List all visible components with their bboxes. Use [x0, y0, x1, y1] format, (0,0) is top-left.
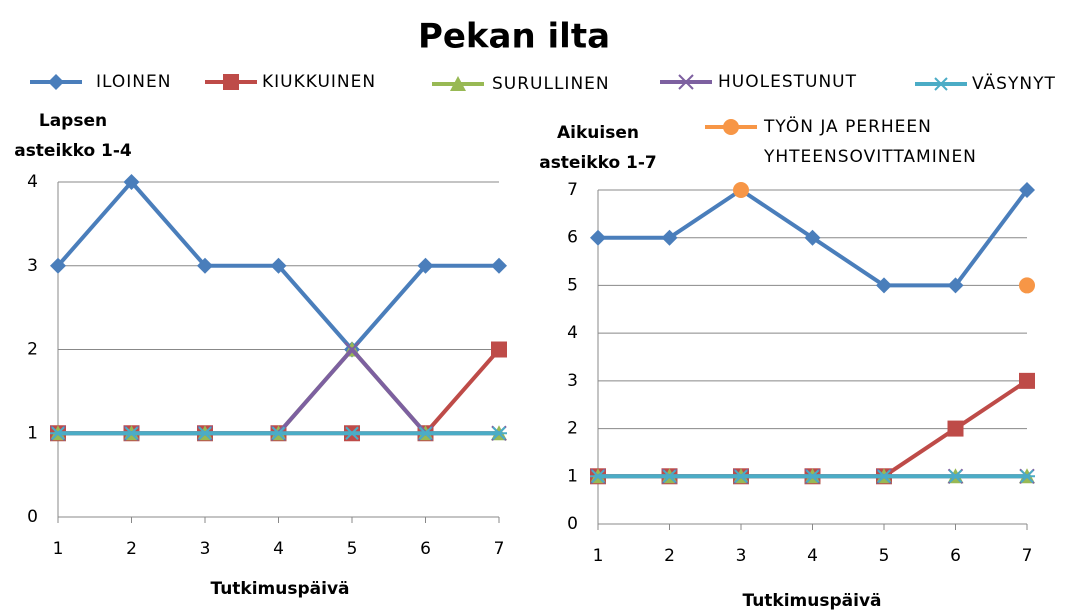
marker: [491, 426, 507, 440]
marker: [804, 229, 821, 246]
series-line: [58, 347, 499, 436]
y-tick-label: 1: [27, 423, 38, 443]
x-tick-label: 1: [53, 539, 64, 559]
y-tick-label: 3: [567, 371, 578, 391]
marker: [678, 74, 694, 90]
marker: [344, 426, 360, 440]
x-tick-label: 5: [879, 546, 890, 566]
marker: [947, 277, 964, 294]
x-tick-label: 2: [126, 539, 137, 559]
legend-label: HUOLESTUNUT: [718, 72, 857, 92]
legend-label: TYÖN JA PERHEEN YHTEENSOVITTAMINEN: [764, 117, 977, 167]
marker: [1019, 372, 1035, 389]
marker: [491, 257, 507, 274]
y-tick-label: 5: [567, 275, 578, 295]
marker: [417, 257, 434, 274]
marker: [1019, 182, 1035, 198]
chart-title: Pekan ilta: [418, 17, 610, 57]
legend-label: KIUKKUINEN: [262, 72, 377, 92]
x-tick-label: 3: [200, 539, 211, 559]
x-tick-label: 4: [807, 546, 818, 566]
y-tick-label: 6: [567, 228, 578, 248]
x-axis-label: Tutkimuspäivä: [742, 591, 882, 610]
marker: [947, 469, 964, 483]
marker: [933, 77, 949, 91]
marker: [344, 341, 360, 358]
legend-label: ILOINEN: [96, 72, 172, 92]
marker: [197, 426, 213, 440]
y-tick-label: 2: [567, 419, 578, 439]
marker: [947, 420, 964, 437]
x-tick-label: 7: [494, 539, 505, 559]
marker: [733, 182, 749, 198]
marker: [197, 257, 213, 274]
y-tick-label: 7: [567, 180, 578, 200]
marker: [876, 277, 892, 294]
marker: [723, 119, 739, 135]
marker: [491, 341, 507, 358]
y-tick-label: 3: [27, 256, 38, 276]
marker: [1019, 469, 1035, 483]
marker: [450, 76, 466, 91]
x-tick-label: 6: [950, 546, 961, 566]
x-axis-label: Tutkimuspäivä: [210, 579, 350, 599]
marker: [1019, 277, 1035, 294]
x-tick-label: 4: [273, 539, 284, 559]
marker: [50, 426, 66, 440]
y-tick-label: 4: [27, 172, 38, 192]
marker: [223, 74, 239, 90]
y-tick-label: 0: [567, 514, 578, 534]
x-tick-label: 5: [347, 539, 358, 559]
legend-label: VÄSYNYT: [972, 74, 1056, 94]
x-tick-label: 2: [664, 546, 675, 566]
marker: [661, 229, 678, 246]
marker: [417, 426, 434, 440]
y-tick-label: 1: [567, 466, 578, 486]
marker: [590, 229, 606, 246]
series-line: [58, 348, 501, 436]
marker: [876, 469, 892, 483]
marker: [270, 257, 287, 274]
legend-label: SURULLINEN: [492, 74, 610, 94]
series-line: [58, 347, 499, 436]
marker: [661, 469, 678, 483]
y-tick-label: 4: [567, 323, 578, 343]
marker: [733, 469, 749, 483]
marker: [123, 426, 140, 440]
y-tick-label: 0: [27, 507, 38, 527]
y-axis-label: Aikuisen asteikko 1-7: [539, 123, 657, 173]
x-tick-label: 1: [593, 546, 604, 566]
marker: [48, 74, 64, 90]
y-tick-label: 2: [27, 340, 38, 360]
x-tick-label: 3: [736, 546, 747, 566]
x-tick-label: 7: [1022, 546, 1033, 566]
marker: [270, 426, 287, 440]
marker: [590, 469, 606, 483]
y-axis-label: Lapsen asteikko 1-4: [14, 111, 132, 161]
marker: [804, 469, 821, 483]
marker: [123, 174, 140, 190]
marker: [50, 257, 66, 274]
x-tick-label: 6: [420, 539, 431, 559]
